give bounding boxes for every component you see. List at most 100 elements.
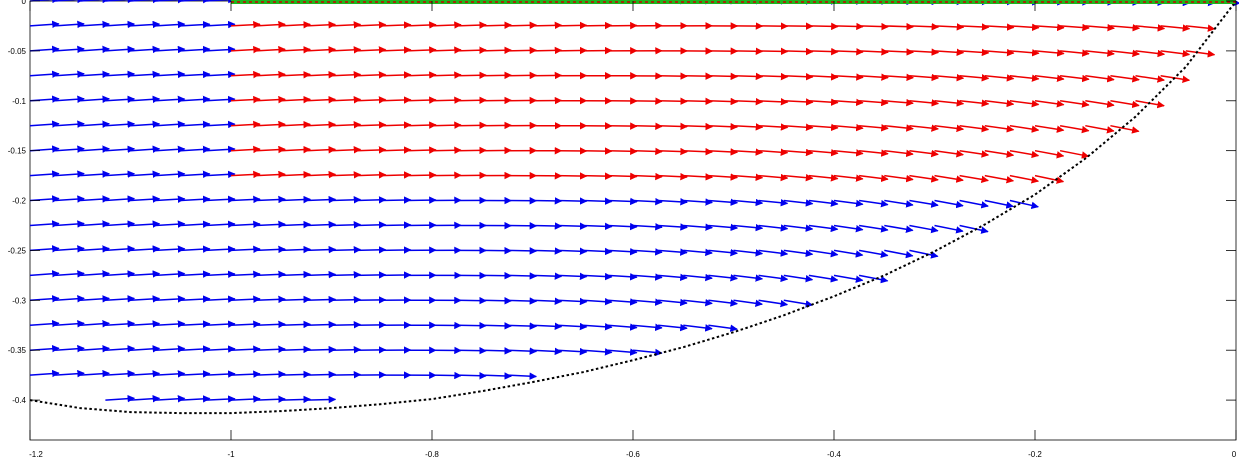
vector-arrow-red	[406, 21, 437, 29]
vector-arrow-blue	[783, 199, 814, 207]
vector-arrow-blue	[256, 220, 286, 229]
vector-arrow-red	[1009, 124, 1040, 133]
vector-arrow-blue	[55, 220, 85, 228]
vector-arrow-red	[683, 147, 713, 156]
vector-arrow-red	[1085, 49, 1115, 57]
vector-arrow-red	[833, 47, 864, 56]
vector-arrow-blue	[80, 95, 110, 104]
x-tick-label: -0.2	[1028, 450, 1042, 459]
vector-arrow-red	[406, 121, 437, 129]
vector-arrow-blue	[256, 195, 286, 204]
vector-arrow-red	[1034, 49, 1065, 57]
vector-arrow-blue	[632, 223, 663, 231]
vector-arrow-red	[683, 173, 713, 181]
vector-arrow-blue	[557, 197, 588, 205]
vector-arrow-red	[1110, 49, 1140, 58]
vector-arrow-red	[1009, 174, 1040, 184]
vector-arrow-blue	[230, 395, 261, 403]
vector-arrow-red	[331, 96, 362, 104]
vector-arrow-blue	[607, 247, 638, 256]
vector-arrow-red	[733, 173, 764, 182]
vector-arrow-blue	[29, 20, 60, 29]
vector-arrow-blue	[808, 274, 839, 283]
vector-arrow-blue	[281, 370, 311, 379]
vector-arrow-blue	[934, 199, 964, 209]
vector-arrow-blue	[155, 120, 186, 129]
vector-arrow-red	[507, 46, 538, 55]
vector-arrow-red	[1085, 74, 1115, 83]
vector-arrow-red	[431, 21, 462, 29]
vector-arrow-red	[708, 148, 739, 156]
vector-arrow-blue	[80, 120, 110, 128]
vector-arrow-blue	[80, 145, 110, 153]
vector-arrow-blue	[130, 270, 161, 278]
vector-arrow-blue	[55, 320, 85, 328]
vector-arrow-blue	[55, 369, 85, 378]
vector-arrow-blue	[331, 271, 362, 279]
vector-arrow-blue	[105, 45, 136, 54]
vector-arrow-red	[683, 97, 713, 106]
vector-arrow-red	[381, 171, 412, 179]
vector-arrow-blue	[256, 345, 286, 354]
vector-arrow-red	[683, 72, 713, 80]
vector-arrow-blue	[180, 395, 211, 403]
vector-arrow-red	[230, 145, 261, 154]
vector-arrow-blue	[758, 274, 789, 283]
vector-arrow-blue	[55, 344, 85, 353]
vector-arrow-red	[1185, 24, 1216, 32]
vector-arrow-red	[356, 121, 387, 129]
vector-arrow-blue	[230, 295, 261, 303]
vector-arrow-blue	[482, 322, 512, 330]
vector-arrow-blue	[909, 224, 939, 234]
vector-arrow-blue	[758, 249, 789, 257]
vector-arrow-blue	[306, 370, 337, 379]
vector-arrow-blue	[758, 198, 789, 207]
vector-arrow-blue	[105, 70, 136, 79]
vector-arrow-red	[909, 174, 939, 183]
vector-arrow-red	[431, 146, 462, 154]
vector-arrow-red	[482, 96, 512, 105]
vector-arrow-blue	[331, 221, 362, 229]
vector-arrow-red	[783, 47, 814, 56]
vector-arrow-blue	[205, 395, 236, 403]
vector-arrow-blue	[306, 195, 337, 204]
vector-arrow-red	[331, 171, 362, 179]
vector-arrow-blue	[281, 220, 311, 229]
vector-arrow-blue	[306, 270, 337, 279]
vector-arrow-red	[230, 45, 261, 54]
vector-arrow-red	[959, 124, 990, 133]
vector-arrow-red	[607, 122, 638, 130]
vector-arrow-blue	[532, 272, 563, 280]
vector-arrow-blue	[205, 0, 236, 4]
vector-arrow-red	[1160, 49, 1191, 58]
vector-arrow-blue	[130, 195, 161, 203]
vector-arrow-red	[1110, 24, 1141, 32]
vector-arrow-blue	[281, 295, 311, 304]
vector-arrow-blue	[733, 223, 764, 232]
vector-arrow-blue	[858, 274, 889, 284]
vector-arrow-red	[934, 124, 965, 133]
vector-arrow-blue	[205, 220, 236, 229]
vector-arrow-blue	[884, 224, 914, 233]
vector-arrow-red	[733, 97, 764, 106]
vector-arrow-blue	[130, 45, 161, 54]
vector-arrow-red	[884, 48, 914, 56]
vector-arrow-red	[808, 73, 839, 81]
vector-arrow-blue	[356, 271, 387, 279]
vector-arrow-blue	[884, 249, 914, 259]
vector-arrow-red	[306, 21, 337, 29]
vector-arrow-red	[281, 95, 311, 104]
vector-arrow-red	[833, 73, 864, 81]
vector-arrow-red	[984, 149, 1015, 158]
vector-arrow-blue	[29, 120, 60, 128]
vector-arrow-red	[256, 95, 286, 104]
vector-arrow-blue	[205, 295, 236, 303]
vector-arrow-red	[306, 70, 337, 79]
vector-arrow-red	[758, 47, 789, 56]
vector-arrow-red	[783, 123, 814, 131]
vector-arrow-red	[808, 98, 839, 106]
vector-arrow-red	[582, 147, 613, 155]
vector-arrow-blue	[607, 222, 638, 231]
vector-arrow-blue	[230, 370, 261, 378]
vector-arrow-blue	[130, 0, 161, 4]
